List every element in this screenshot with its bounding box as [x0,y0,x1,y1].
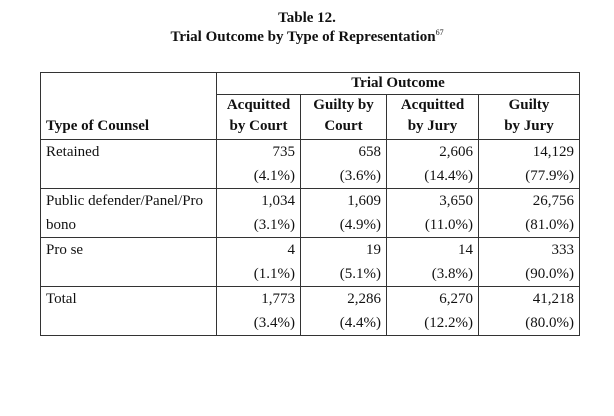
cell-percent: (3.8%) [431,266,473,282]
cell-percent: (80.0%) [525,315,575,331]
cell-percent: (4.1%) [253,168,295,184]
header-row-columns: Type of Counsel Acquitted by Court Guilty… [40,94,581,140]
cell-guilty-jury: 26,756 (81.0%) [477,188,581,238]
cell-acquitted-jury: 2,606 (14.4%) [386,139,479,189]
column-header-acquitted-jury: Acquitted by Jury [386,94,479,140]
cell-guilty-court: 658 (3.6%) [300,139,387,189]
cell-count: 2,286 [347,291,381,307]
table-title: Trial Outcome by Type of Representation6… [0,28,614,46]
cell-acquitted-jury: 3,650 (11.0%) [386,188,479,238]
cell-percent: (4.4%) [339,315,381,331]
table-row-pro-se: Pro se 4 (1.1%) 19 (5.1%) 14 (3.8%) 333 (90.… [40,237,581,287]
cell-acquitted-court: 1,034 (3.1%) [216,188,301,238]
column-header-line: Guilty [508,97,550,113]
type-of-counsel-header: Type of Counsel [40,94,217,140]
table-row-retained: Retained 735 (4.1%) 658 (3.6%) 2,606 (14.4%… [40,139,581,189]
cell-acquitted-court: 1,773 (3.4%) [216,286,301,336]
column-header-line: by Court [229,118,288,134]
cell-guilty-court: 1,609 (4.9%) [300,188,387,238]
cell-guilty-jury: 14,129 (77.9%) [477,139,581,189]
table-title-text: Trial Outcome by Type of Representation [170,29,436,45]
column-header-line: by Jury [407,118,458,134]
column-header-guilty-jury: Guilty by Jury [477,94,581,140]
column-header-line: by Jury [504,118,554,134]
header-blank-cell [40,72,217,95]
cell-percent: (3.1%) [253,217,295,233]
cell-acquitted-court: 735 (4.1%) [216,139,301,189]
cell-percent: (11.0%) [424,217,473,233]
cell-count: 3,650 [439,193,473,209]
cell-count: 333 [551,242,575,258]
row-label: Retained [40,139,217,189]
cell-acquitted-jury: 6,270 (12.2%) [386,286,479,336]
cell-guilty-jury: 333 (90.0%) [477,237,581,287]
cell-percent: (12.2%) [424,315,473,331]
table-row-total: Total 1,773 (3.4%) 2,286 (4.4%) 6,270 (12.2… [40,286,581,336]
cell-count: 1,034 [261,193,295,209]
trial-outcome-header: Trial Outcome [215,72,581,95]
column-header-line: Guilty by [313,97,374,113]
row-label: Total [40,286,217,336]
cell-percent: (4.9%) [339,217,381,233]
cell-percent: (90.0%) [525,266,575,282]
cell-count: 1,609 [347,193,381,209]
cell-count: 26,756 [532,193,575,209]
footnote-marker: 67 [435,28,444,37]
cell-count: 41,218 [532,291,575,307]
cell-guilty-court: 19 (5.1%) [300,237,387,287]
header-row-group: Trial Outcome [40,72,581,95]
cell-percent: (3.6%) [339,168,381,184]
cell-count: 6,270 [439,291,473,307]
cell-percent: (5.1%) [339,266,381,282]
cell-count: 735 [272,144,296,160]
trial-outcome-table: Trial Outcome Type of Counsel Acquitted b… [40,72,581,336]
column-header-acquitted-court: Acquitted by Court [216,94,301,140]
cell-guilty-court: 2,286 (4.4%) [300,286,387,336]
cell-acquitted-court: 4 (1.1%) [216,237,301,287]
cell-count: 14,129 [532,144,575,160]
column-header-line: Court [324,118,363,134]
cell-percent: (14.4%) [424,168,473,184]
cell-guilty-jury: 41,218 (80.0%) [477,286,581,336]
column-header-guilty-court: Guilty by Court [300,94,387,140]
cell-acquitted-jury: 14 (3.8%) [386,237,479,287]
cell-count: 2,606 [439,144,473,160]
cell-count: 4 [287,242,296,258]
row-label: Public defender/Panel/Pro bono [40,188,217,238]
cell-percent: (77.9%) [525,168,575,184]
cell-count: 19 [366,242,381,258]
cell-percent: (1.1%) [253,266,295,282]
cell-count: 658 [358,144,382,160]
column-header-line: Acquitted [226,97,291,113]
cell-count: 1,773 [261,291,295,307]
column-header-line: Acquitted [400,97,465,113]
cell-percent: (3.4%) [253,315,295,331]
table-number: Table 12. [278,10,336,26]
cell-count: 14 [458,242,473,258]
row-label: Pro se [40,237,217,287]
cell-percent: (81.0%) [525,217,575,233]
table-row-public-defender: Public defender/Panel/Pro bono 1,034 (3.1… [40,188,581,238]
